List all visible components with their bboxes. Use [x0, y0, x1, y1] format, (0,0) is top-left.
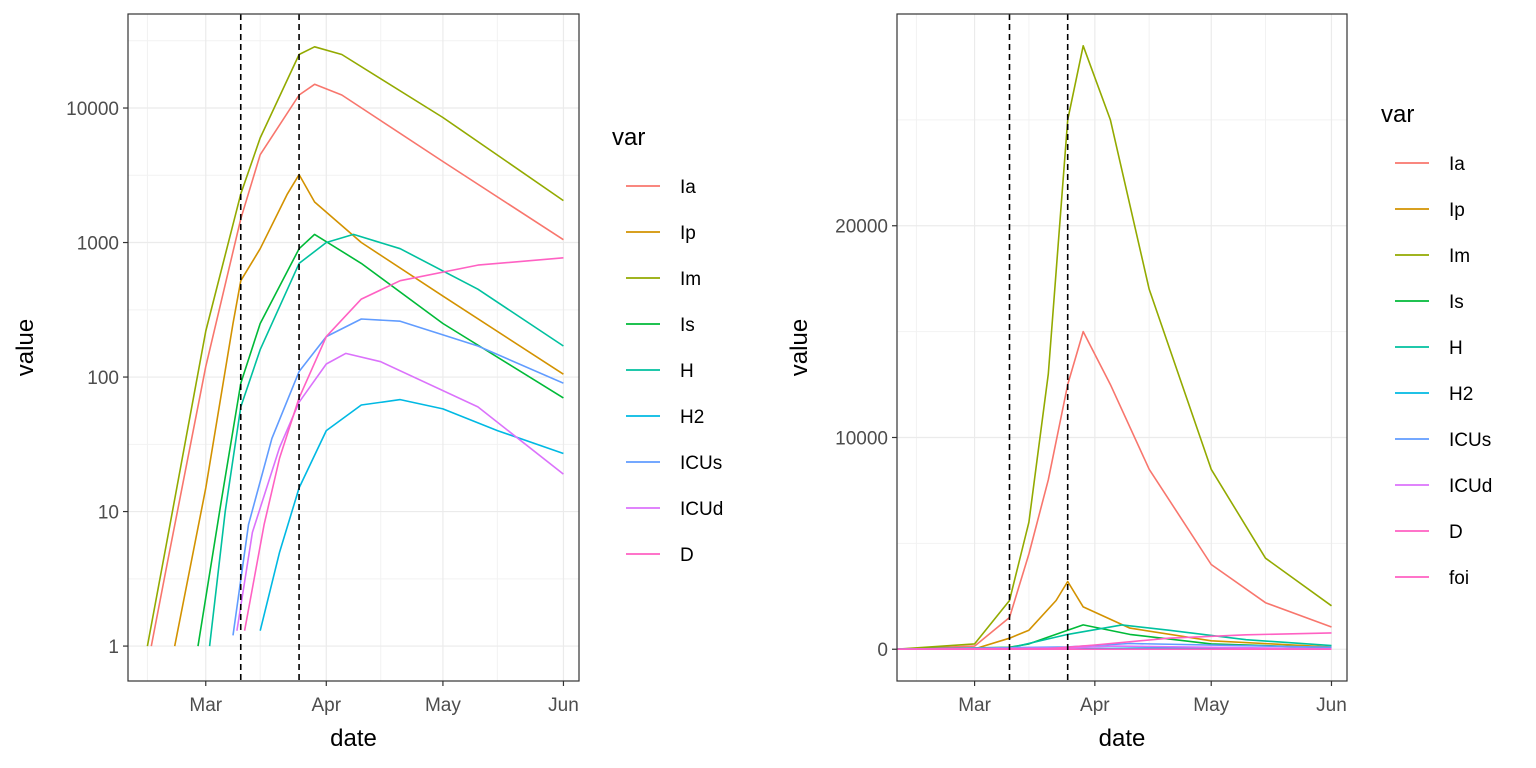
x-tick-label: Apr: [311, 695, 341, 716]
legend-label-H2: H2: [680, 407, 704, 428]
series-line-ICUd: [236, 352, 564, 631]
legend: var Ia Ip Im Is H H2 ICUs ICUd D: [612, 124, 723, 566]
panel-background: [128, 14, 579, 681]
x-tick-label: Jun: [548, 695, 579, 716]
x-tick-label: Mar: [958, 695, 991, 716]
legend-label-Ip: Ip: [1449, 200, 1465, 221]
series-line-Ia: [896, 330, 1332, 650]
legend-label-H2: H2: [1449, 384, 1473, 405]
series-line-H2: [259, 398, 564, 631]
x-axis-title: date: [330, 725, 377, 752]
x-tick-label: Apr: [1080, 695, 1110, 716]
log-panel: Mar Apr May Jun 1 10 100 1000 10000 date value var I…: [12, 13, 723, 752]
legend-label-ICUs: ICUs: [680, 453, 722, 474]
series-line-Ia: [150, 83, 564, 647]
y-tick-label: 10000: [835, 428, 888, 449]
y-tick-label: 1: [108, 637, 119, 658]
series-line-H: [208, 233, 564, 647]
y-tick-label: 20000: [835, 217, 888, 238]
y-tick-label: 10000: [66, 99, 119, 120]
panel-background: [897, 14, 1347, 681]
series-line-Im: [146, 45, 564, 647]
legend-label-Ia: Ia: [1449, 154, 1465, 175]
legend-title: var: [612, 124, 645, 151]
legend-label-H: H: [680, 361, 694, 382]
x-tick-label: May: [425, 695, 461, 716]
y-tick-label: 10: [98, 503, 119, 524]
legend-label-Is: Is: [680, 315, 695, 336]
legend-label-Im: Im: [680, 269, 701, 290]
x-axis-title: date: [1099, 725, 1146, 752]
series-line-Ip: [896, 580, 1332, 651]
legend-label-Ip: Ip: [680, 223, 696, 244]
y-tick-label: 100: [87, 368, 119, 389]
legend-label-ICUs: ICUs: [1449, 430, 1491, 451]
linear-panel: Mar Apr May Jun 0 10000 20000 date value var Ia Ip I…: [786, 13, 1492, 752]
legend-label-foi: foi: [1449, 568, 1469, 589]
legend-label-D: D: [680, 545, 694, 566]
panel-border: [896, 13, 1348, 682]
legend-label-H: H: [1449, 338, 1463, 359]
legend-title: var: [1381, 101, 1414, 128]
legend-label-D: D: [1449, 522, 1463, 543]
legend-label-Is: Is: [1449, 292, 1464, 313]
y-tick-label: 0: [877, 640, 888, 661]
y-axis-title: value: [786, 319, 813, 376]
legend-label-Ia: Ia: [680, 177, 696, 198]
y-tick-label: 1000: [77, 234, 119, 255]
series-line-Im: [896, 44, 1332, 650]
x-tick-label: Mar: [189, 695, 222, 716]
series-line-D: [243, 257, 564, 631]
x-tick-label: Jun: [1316, 695, 1347, 716]
panel-border: [127, 13, 580, 682]
x-tick-label: May: [1193, 695, 1229, 716]
legend-label-Im: Im: [1449, 246, 1470, 267]
series-line-Ip: [173, 173, 564, 647]
y-axis-title: value: [12, 319, 39, 376]
legend-label-ICUd: ICUd: [1449, 476, 1492, 497]
legend-label-ICUd: ICUd: [680, 499, 723, 520]
